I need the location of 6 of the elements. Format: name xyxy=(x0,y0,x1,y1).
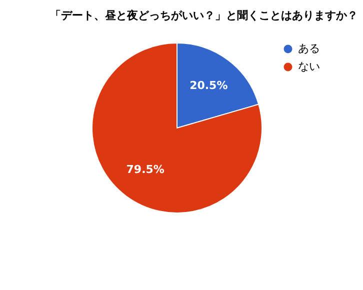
data-label: 79.5% xyxy=(126,163,164,176)
legend-label: ない xyxy=(298,60,320,73)
legend-label: ある xyxy=(298,42,320,55)
pie-slice xyxy=(92,42,262,214)
chart-title: 「デート、昼と夜どっちがいい？」と聞くことはありますか？ xyxy=(50,9,358,22)
data-label: 20.5% xyxy=(190,78,228,92)
